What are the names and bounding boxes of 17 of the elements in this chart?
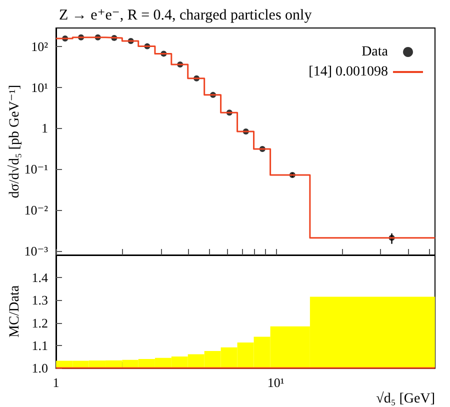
y-axis-title: dσ/d√d₅ [pb GeV⁻¹] xyxy=(6,84,22,198)
y-tick-label: 10⁻¹ xyxy=(24,162,48,177)
y-tick-label: 10⁻² xyxy=(24,202,48,218)
chart-title: Z → e⁺e⁻, R = 0.4, charged particles only xyxy=(59,8,312,24)
y-tick-label: 1.0 xyxy=(32,360,48,376)
y-tick-label: 10² xyxy=(31,38,48,54)
y-tick-label: 1.1 xyxy=(32,338,48,353)
y-tick-label: 1.4 xyxy=(32,270,48,286)
legend-label: [14] 0.001098 xyxy=(308,64,388,80)
x-axis-title: √d₅ [GeV] xyxy=(376,390,435,406)
y-axis-title: MC/Data xyxy=(8,284,22,338)
y-tick-label: 1.3 xyxy=(32,292,48,308)
y-tick-label: 1.2 xyxy=(32,315,48,330)
legend-label: Data xyxy=(362,44,389,60)
y-tick-label: 10¹ xyxy=(31,80,48,95)
y-tick-label: 1 xyxy=(42,120,48,136)
y-tick-label: 10⁻³ xyxy=(24,244,48,259)
